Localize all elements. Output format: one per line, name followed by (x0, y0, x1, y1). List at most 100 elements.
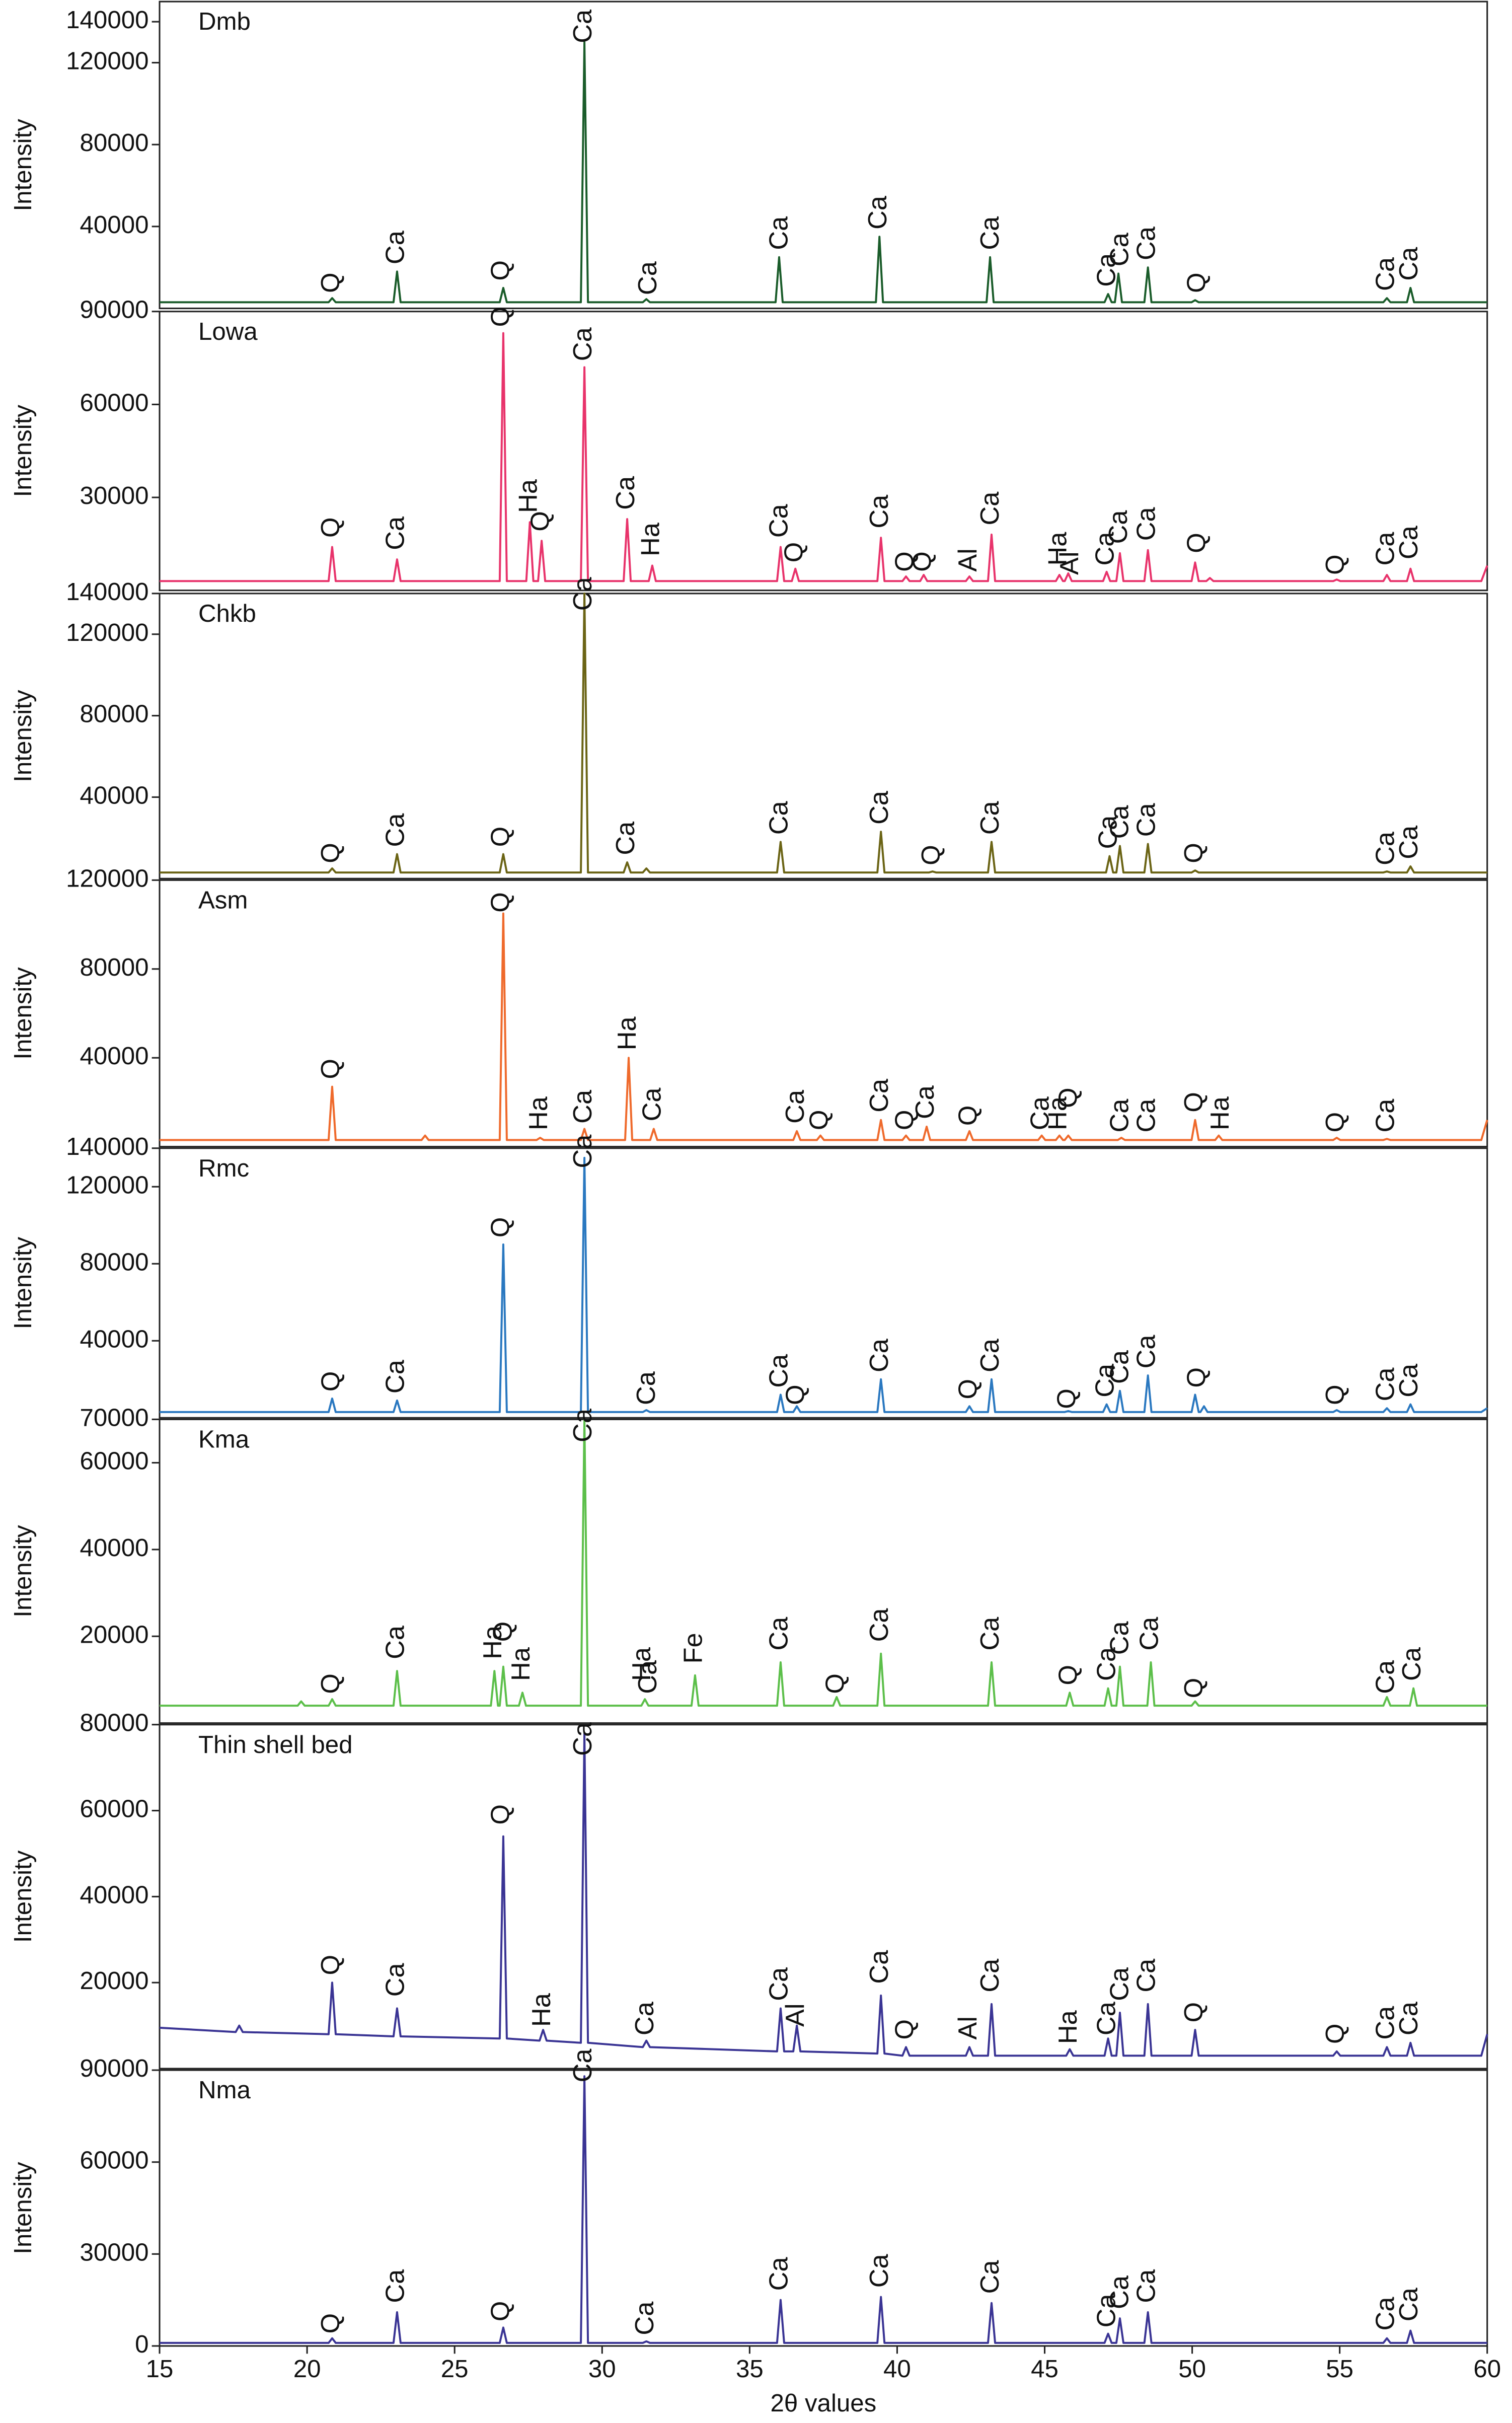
x-tick-label: 45 (1031, 2355, 1059, 2383)
peak-label: Ca (1092, 253, 1121, 287)
peak-label: Ca (568, 9, 597, 43)
peak-label: Ca (975, 1617, 1005, 1651)
peak-label: Q (1179, 843, 1208, 863)
peak-label: Ca (1371, 2297, 1400, 2331)
peak-label: Q (1179, 2002, 1208, 2023)
y-axis-label: Intensity (9, 1525, 37, 1618)
peak-label: Ha (527, 1993, 556, 2027)
peak-label: Ca (568, 1408, 597, 1442)
peak-label: Ca (911, 1085, 940, 1119)
y-tick-label: 120000 (66, 47, 148, 75)
y-tick-label: 120000 (66, 1171, 148, 1199)
y-axis-label: Intensity (9, 2162, 37, 2254)
y-axis-label: Intensity (9, 967, 37, 1060)
peak-label: Q (908, 551, 937, 572)
y-tick-label: 60000 (80, 1447, 149, 1475)
peak-label: Ca (1131, 506, 1161, 541)
peak-label: Ca (1092, 2001, 1121, 2035)
y-tick-label: 120000 (66, 619, 148, 646)
peak-label: Q (890, 2019, 919, 2040)
peak-label: Ca (1131, 802, 1161, 837)
peak-label: Ca (1394, 525, 1423, 559)
y-tick-label: 0 (135, 2330, 148, 2358)
peak-label: Ca (865, 1338, 894, 1372)
peak-label: Ca (865, 1608, 894, 1642)
peak-label: Ca (1092, 2294, 1121, 2328)
peak-label: Ca (1025, 1096, 1054, 1130)
peak-label: Ca (865, 2253, 894, 2288)
peak-label: Ca (381, 813, 410, 847)
x-axis-label: 2θ values (771, 2389, 877, 2417)
peak-label: Ca (865, 1950, 894, 1984)
peak-label: Ca (975, 1958, 1005, 1993)
peak-label: Ca (568, 1134, 597, 1168)
peak-label: Ca (568, 327, 597, 361)
y-axis-label: Intensity (9, 119, 37, 211)
y-tick-label: 90000 (80, 2054, 149, 2082)
peak-label: Ca (975, 800, 1005, 835)
y-axis-label: Intensity (9, 1850, 37, 1943)
peak-label: Q (486, 1217, 515, 1238)
peak-label: Q (1179, 1092, 1208, 1113)
peak-label: Ca (765, 1967, 794, 2001)
panel-label: Nma (198, 2076, 251, 2104)
y-tick-label: 80000 (80, 953, 149, 981)
y-tick-label: 40000 (80, 1325, 149, 1353)
peak-label: Ca (1131, 1958, 1161, 1993)
y-tick-label: 30000 (80, 2238, 149, 2266)
peak-label: Ca (611, 821, 640, 855)
peak-label: Q (953, 1379, 982, 1400)
peak-label: Fe (679, 1633, 708, 1663)
peak-label: Q (489, 1622, 518, 1642)
peak-label: Q (486, 827, 515, 847)
peak-label: Ha (506, 1647, 536, 1681)
peak-label: Ca (1394, 1363, 1423, 1398)
panel-frame (159, 593, 1488, 879)
peak-label: Q (316, 843, 345, 863)
peak-label: Ca (863, 195, 892, 230)
y-tick-label: 80000 (80, 1248, 149, 1276)
peak-label: Ha (1205, 1096, 1235, 1130)
peak-label: Q (779, 542, 808, 563)
peak-label: Ca (765, 503, 794, 538)
peak-label: Ca (765, 2257, 794, 2291)
peak-label: Q (1053, 1665, 1083, 1685)
panel-label: Rmc (198, 1154, 249, 1182)
xrd-pattern (160, 1418, 1487, 1707)
x-tick-label: 35 (736, 2355, 764, 2383)
peak-label: Ca (630, 2301, 659, 2335)
peak-label: Ca (1105, 804, 1135, 839)
peak-label: Q (1179, 1678, 1208, 1699)
y-tick-label: 70000 (80, 1404, 149, 1431)
peak-label: Ca (1371, 1660, 1400, 1694)
x-tick-label: 55 (1326, 2355, 1353, 2383)
peak-label: Ca (1131, 1335, 1161, 1369)
peak-label: Q (1053, 1087, 1083, 1108)
xrd-pattern (160, 912, 1488, 1141)
panel-frame (159, 1418, 1488, 1724)
peak-label: Ca (381, 1962, 410, 1997)
y-tick-label: 80000 (80, 700, 149, 728)
peak-label: Q (316, 1371, 345, 1392)
peak-label: Q (486, 2301, 515, 2321)
peak-label: Ha (1043, 532, 1073, 566)
peak-label: Q (486, 260, 515, 281)
peak-label: Q (316, 1955, 345, 1975)
y-tick-label: 30000 (80, 482, 149, 509)
y-tick-label: 60000 (80, 389, 149, 416)
peak-label: Ca (1090, 1363, 1119, 1398)
peak-label: Q (316, 2313, 345, 2334)
y-tick-label: 140000 (66, 6, 148, 34)
peak-label: Ca (381, 1359, 410, 1393)
xrd-pattern (159, 1732, 1488, 2057)
peak-label: Ca (1090, 532, 1119, 566)
y-axis-label: Intensity (9, 1236, 37, 1329)
peak-label: Ca (975, 1338, 1005, 1372)
xrd-pattern (160, 592, 1487, 874)
peak-label: Ca (1131, 226, 1161, 260)
peak-label: Al (953, 548, 982, 572)
x-tick-label: 60 (1473, 2355, 1501, 2383)
peak-label: Ca (1092, 1647, 1121, 1681)
y-tick-label: 40000 (80, 1534, 149, 1562)
peak-label: Ca (1394, 2001, 1423, 2035)
